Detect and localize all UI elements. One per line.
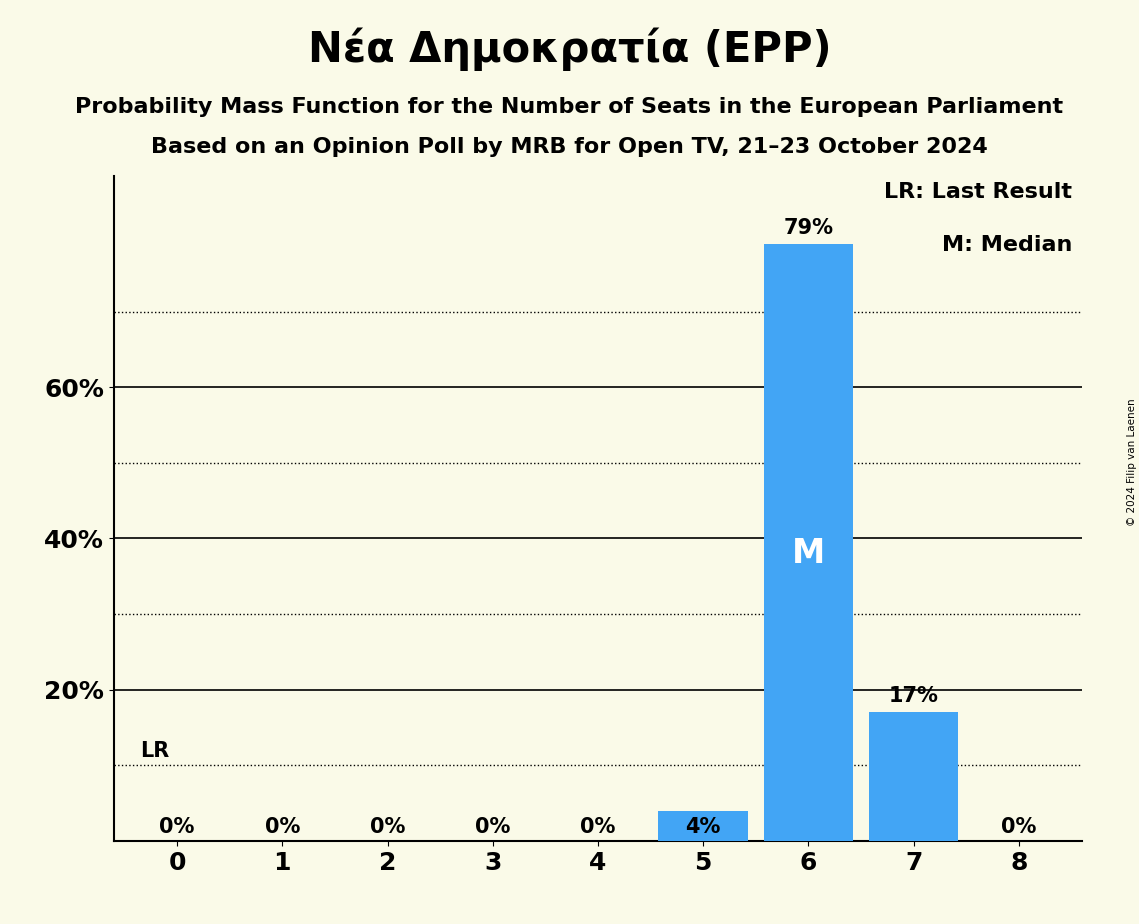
Text: 17%: 17% bbox=[888, 687, 939, 706]
Text: 0%: 0% bbox=[475, 817, 510, 837]
Bar bbox=[869, 712, 958, 841]
Text: © 2024 Filip van Laenen: © 2024 Filip van Laenen bbox=[1126, 398, 1137, 526]
Text: 79%: 79% bbox=[784, 217, 834, 237]
Text: 0%: 0% bbox=[159, 817, 195, 837]
Text: LR: Last Result: LR: Last Result bbox=[884, 182, 1073, 202]
Text: M: M bbox=[792, 537, 825, 570]
Bar bbox=[658, 810, 748, 841]
Text: Probability Mass Function for the Number of Seats in the European Parliament: Probability Mass Function for the Number… bbox=[75, 97, 1064, 117]
Text: 0%: 0% bbox=[580, 817, 616, 837]
Text: 4%: 4% bbox=[686, 817, 721, 837]
Bar bbox=[764, 244, 853, 841]
Text: Based on an Opinion Poll by MRB for Open TV, 21–23 October 2024: Based on an Opinion Poll by MRB for Open… bbox=[151, 137, 988, 157]
Text: 0%: 0% bbox=[1001, 817, 1036, 837]
Text: 0%: 0% bbox=[264, 817, 300, 837]
Text: LR: LR bbox=[140, 741, 170, 761]
Text: M: Median: M: Median bbox=[942, 236, 1073, 255]
Text: Νέα Δημοκρατία (EPP): Νέα Δημοκρατία (EPP) bbox=[308, 28, 831, 71]
Text: 0%: 0% bbox=[370, 817, 405, 837]
